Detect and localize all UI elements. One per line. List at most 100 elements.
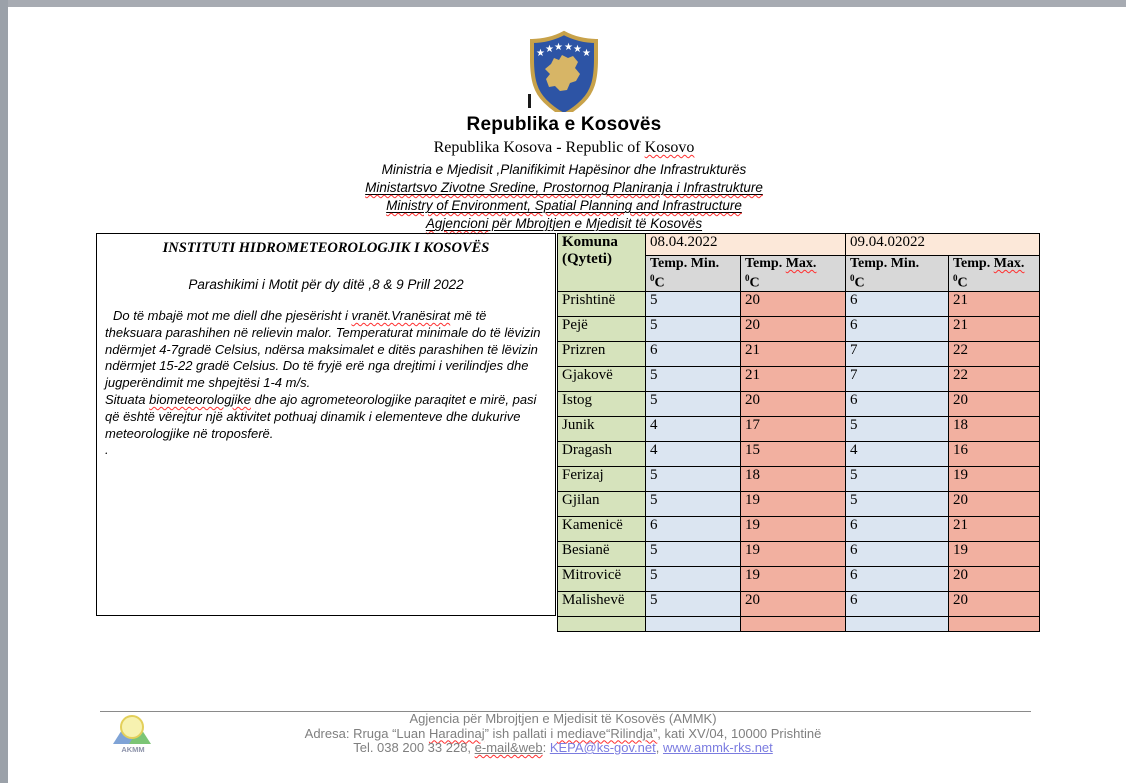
ministry-lines: Ministria e Mjedisit ,Planifikimit Hapës… xyxy=(8,161,1120,233)
forecast-paragraph-2: Situata biometeorologjike dhe ajo agrome… xyxy=(105,391,537,441)
temp-min-day2-cell: 5 xyxy=(845,465,949,492)
temp-min-day2-cell: 6 xyxy=(845,515,949,542)
temp-min-day1-cell xyxy=(645,615,741,632)
temp-min-day2-cell: 7 xyxy=(845,365,949,392)
temp-min-day1-cell: 4 xyxy=(645,440,741,467)
temp-min-day1-cell: 5 xyxy=(645,390,741,417)
table-row: Pejë 5 20 6 21 xyxy=(557,315,1040,342)
table-row: Junik 4 17 5 18 xyxy=(557,415,1040,442)
city-cell: Kamenicë xyxy=(557,515,646,542)
akmm-logo-label: AKMM xyxy=(121,745,144,754)
temp-max-day2-cell: 19 xyxy=(948,540,1040,567)
temp-max-day1-cell: 20 xyxy=(740,315,846,342)
temp-min-day1-cell: 4 xyxy=(645,415,741,442)
temp-min-day2-cell: 5 xyxy=(845,490,949,517)
table-temp-header-row: Temp. Min. 0C Temp. Max. 0C Temp. Min. 0… xyxy=(558,255,1040,292)
city-cell: Gjakovë xyxy=(557,365,646,392)
footer-divider xyxy=(100,711,1031,712)
temp-max-day1-header: Temp. Max. 0C xyxy=(740,255,846,292)
temp-min-day2-cell: 6 xyxy=(845,290,949,317)
temp-min-day2-cell: 6 xyxy=(845,590,949,617)
table-row: Prishtinë 5 20 6 21 xyxy=(557,290,1040,317)
temp-max-day2-cell: 16 xyxy=(948,440,1040,467)
table-date-header-row: Komuna (Qyteti) 08.04.2022 09.04.02022 xyxy=(557,233,1040,292)
forecast-paragraph-3: . xyxy=(105,442,109,458)
temp-max-day1-cell: 17 xyxy=(740,415,846,442)
forecast-text-box: INSTITUTI HIDROMETEOROLOGJIK I KOSOVËS P… xyxy=(96,233,556,616)
forecast-table: Komuna (Qyteti) 08.04.2022 09.04.02022 T… xyxy=(557,233,1040,632)
temp-min-day1-cell: 6 xyxy=(645,340,741,367)
city-cell: Ferizaj xyxy=(557,465,646,492)
kosovo-coat-of-arms-icon: ★ ★ ★ ★ ★ ★ xyxy=(530,30,598,112)
table-row: Istog 5 20 6 20 xyxy=(557,390,1040,417)
table-row: Ferizaj 5 18 5 19 xyxy=(557,465,1040,492)
temp-min-day2-cell: 6 xyxy=(845,540,949,567)
institute-title: INSTITUTI HIDROMETEOROLOGJIK I KOSOVËS xyxy=(162,240,490,256)
temp-max-day1-cell: 19 xyxy=(740,565,846,592)
temp-min-day2-cell xyxy=(845,615,949,632)
republic-title: Republika e Kosovës xyxy=(466,114,662,135)
temp-max-day2-cell: 22 xyxy=(948,340,1040,367)
republic-subtitle-main: Republika Kosova - Republic of xyxy=(433,139,645,156)
email-link[interactable]: KEPA@ks-gov.net xyxy=(549,740,656,755)
svg-text:★: ★ xyxy=(573,44,582,55)
temp-min-day2-cell: 4 xyxy=(845,440,949,467)
city-cell: Junik xyxy=(557,415,646,442)
window-top-edge xyxy=(0,0,1126,7)
city-cell: Pejë xyxy=(557,315,646,342)
website-link[interactable]: www.ammk-rks.net xyxy=(662,740,773,755)
temp-min-day2-cell: 7 xyxy=(845,340,949,367)
akmm-logo: AKMM xyxy=(113,715,151,754)
temp-max-day2-cell: 20 xyxy=(948,490,1040,517)
forecast-body: Do të mbajë mot me diell dhe pjesërisht … xyxy=(97,308,555,459)
city-cell: Prizren xyxy=(557,340,646,367)
temp-max-day2-cell: 18 xyxy=(948,415,1040,442)
svg-text:★: ★ xyxy=(554,42,563,53)
temp-max-day1-cell: 18 xyxy=(740,465,846,492)
temp-min-day1-header: Temp. Min. 0C xyxy=(645,255,741,292)
footer-text: Agjencia për Mbrojtjen e Mjedisit të Kos… xyxy=(0,711,1126,756)
temp-max-day2-header: Temp. Max. 0C xyxy=(948,255,1040,292)
footer-contact-line: Tel. 038 200 33 228, e-mail&web: KEPA@ks… xyxy=(353,740,773,755)
temp-max-day1-cell: 20 xyxy=(740,390,846,417)
temp-min-day1-cell: 5 xyxy=(645,490,741,517)
city-cell: Dragash xyxy=(557,440,646,467)
cursor-bar xyxy=(528,94,531,108)
temp-max-day2-cell: 20 xyxy=(948,390,1040,417)
city-cell: Mitrovicë xyxy=(557,565,646,592)
temp-min-day2-cell: 6 xyxy=(845,315,949,342)
table-row: Prizren 6 21 7 22 xyxy=(557,340,1040,367)
temp-max-day2-cell: 20 xyxy=(948,565,1040,592)
footer-agency-line: Agjencia për Mbrojtjen e Mjedisit të Kos… xyxy=(409,711,717,726)
temp-min-day1-cell: 5 xyxy=(645,290,741,317)
temp-min-day1-cell: 5 xyxy=(645,315,741,342)
forecast-paragraph-1: Do të mbajë mot me diell dhe pjesërisht … xyxy=(105,308,541,391)
forecast-table-body: Prishtinë 5 20 6 21 Pejë 5 20 6 21 Prizr… xyxy=(557,290,1040,632)
temp-max-day1-cell xyxy=(740,615,846,632)
svg-text:★: ★ xyxy=(545,44,554,55)
ministry-line-en: Ministry of Environment, Spatial Plannin… xyxy=(386,198,742,213)
table-row xyxy=(557,615,1040,632)
temp-max-day1-cell: 15 xyxy=(740,440,846,467)
temp-min-day2-header: Temp. Min. 0C xyxy=(845,255,949,292)
temp-max-day1-cell: 21 xyxy=(740,365,846,392)
svg-text:★: ★ xyxy=(564,42,573,53)
temp-max-day2-cell: 20 xyxy=(948,590,1040,617)
city-cell: Malishevë xyxy=(557,590,646,617)
agency-line: Agjencioni për Mbrojtjen e Mjedisit të K… xyxy=(425,216,703,231)
table-row: Gjakovë 5 21 7 22 xyxy=(557,365,1040,392)
table-row: Besianë 5 19 6 19 xyxy=(557,540,1040,567)
temp-min-day2-cell: 6 xyxy=(845,565,949,592)
republic-subtitle-kosovo: Kosovo xyxy=(644,139,695,156)
komuna-header-cell: Komuna (Qyteti) xyxy=(557,233,646,292)
temp-min-day2-cell: 5 xyxy=(845,415,949,442)
document-header: ★ ★ ★ ★ ★ ★ Republika e Kosovës Republik… xyxy=(8,7,1120,233)
city-cell: Istog xyxy=(557,390,646,417)
temp-max-day2-cell: 21 xyxy=(948,515,1040,542)
republic-subtitle: Republika Kosova - Republic of Kosovo xyxy=(8,139,1120,157)
temp-min-day1-cell: 5 xyxy=(645,540,741,567)
temp-min-day1-cell: 5 xyxy=(645,565,741,592)
city-cell: Gjilan xyxy=(557,490,646,517)
ministry-line-sq: Ministria e Mjedisit ,Planifikimit Hapës… xyxy=(381,162,747,177)
temp-max-day2-cell: 22 xyxy=(948,365,1040,392)
